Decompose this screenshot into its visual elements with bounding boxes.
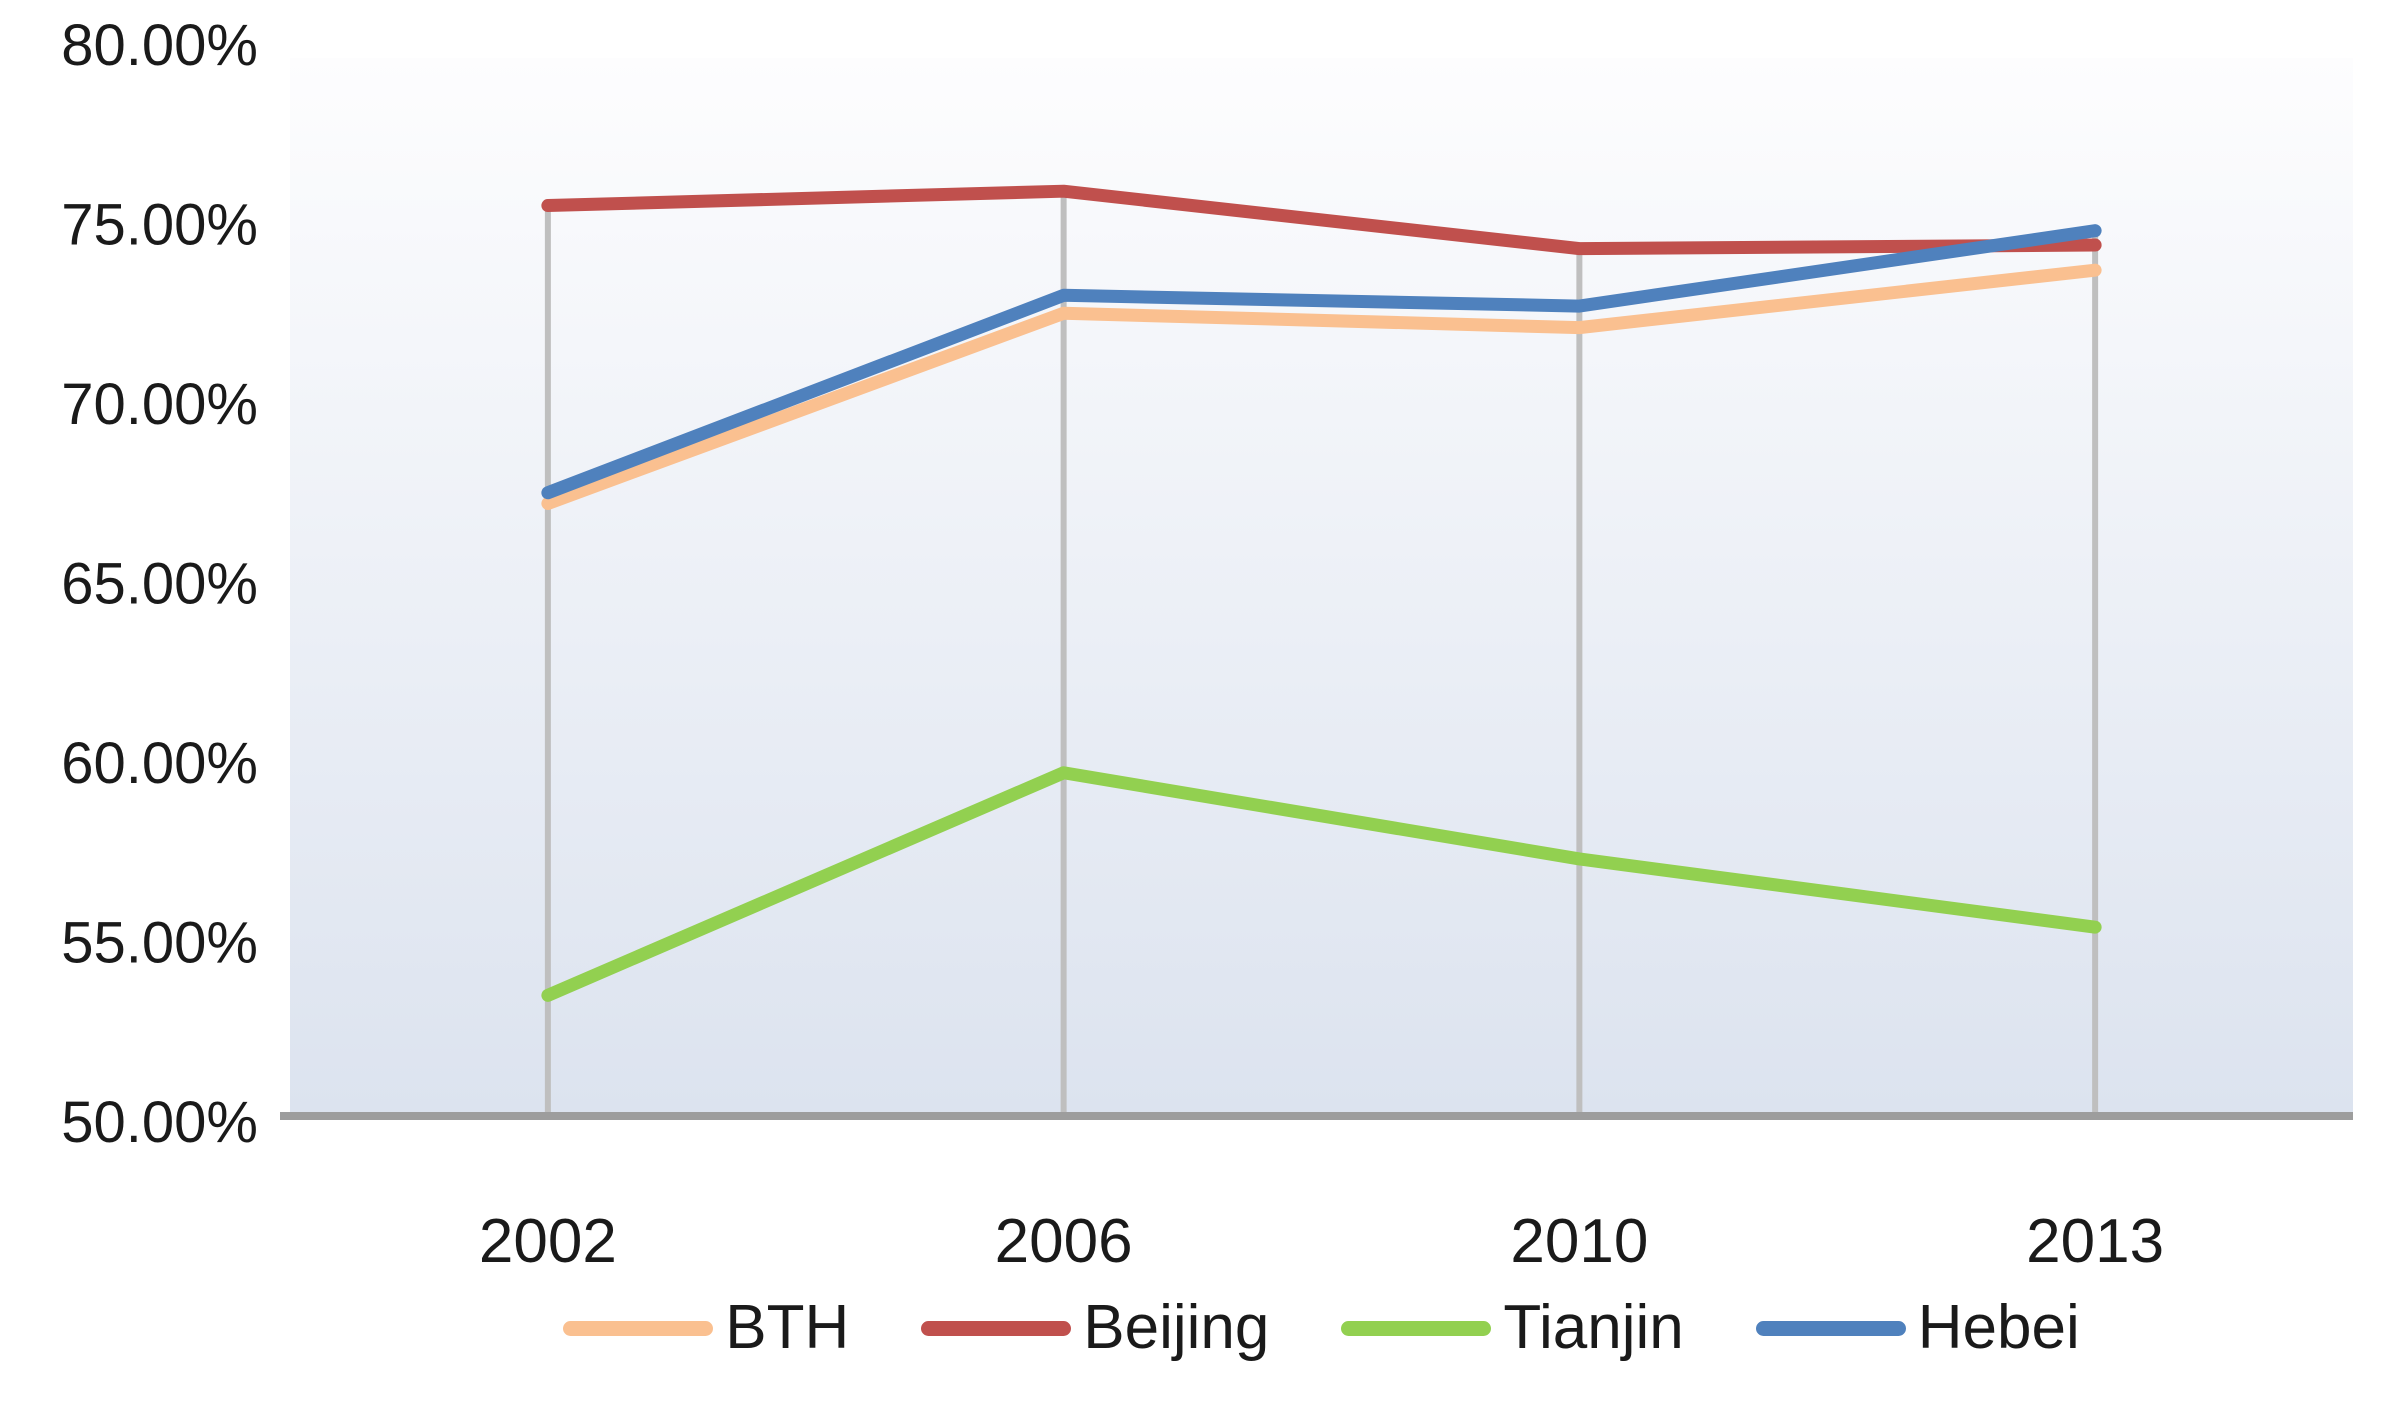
legend: BTH Beijing Tianjin Hebei [290, 1282, 2353, 1374]
legend-label-tianjin: Tianjin [1503, 1293, 1684, 1362]
legend-swatch-tianjin [1341, 1320, 1492, 1336]
x-axis-baseline [280, 1112, 2353, 1120]
y-tick-label: 50.00% [61, 1090, 258, 1155]
legend-swatch-hebei [1755, 1320, 1906, 1336]
x-tick-label: 2010 [1510, 1207, 1648, 1276]
y-tick-label: 75.00% [61, 193, 258, 258]
y-tick-label: 70.00% [61, 372, 258, 437]
y-axis-tick-labels: 50.00% 55.00% 60.00% 65.00% 70.00% 75.00% 80.0… [61, 13, 258, 1155]
drop-lines [544, 191, 2099, 1113]
x-tick-label: 2002 [479, 1207, 617, 1276]
legend-swatch-bth [563, 1320, 714, 1336]
plot-background [290, 58, 2353, 1113]
series-lines [541, 184, 2102, 1002]
legend-label-hebei: Hebei [1917, 1293, 2080, 1362]
x-axis-line [280, 1112, 2353, 1120]
legend-label-bth: BTH [725, 1293, 850, 1362]
y-tick-label: 80.00% [61, 13, 258, 78]
legend-item-hebei: Hebei [1755, 1293, 2080, 1362]
legend-item-beijing: Beijing [921, 1297, 1269, 1359]
y-tick-label: 60.00% [61, 731, 258, 796]
series-line-tianjin [541, 766, 2102, 1002]
y-tick-label: 55.00% [61, 911, 258, 976]
series-line-beijing [541, 184, 2102, 256]
series-line-bth [541, 263, 2102, 511]
legend-item-tianjin: Tianjin [1341, 1293, 1684, 1362]
plot-area [290, 58, 2353, 1113]
legend-label-beijing: Beijing [1083, 1293, 1270, 1362]
x-axis-tick-labels: 2002 2006 2010 2013 [479, 1207, 2164, 1276]
y-tick-label: 65.00% [61, 552, 258, 617]
legend-item-bth: BTH [563, 1297, 849, 1359]
legend-swatch-beijing [921, 1320, 1072, 1336]
x-tick-label: 2013 [2026, 1207, 2164, 1276]
series-line-hebei [541, 224, 2102, 500]
x-tick-label: 2006 [995, 1207, 1133, 1276]
